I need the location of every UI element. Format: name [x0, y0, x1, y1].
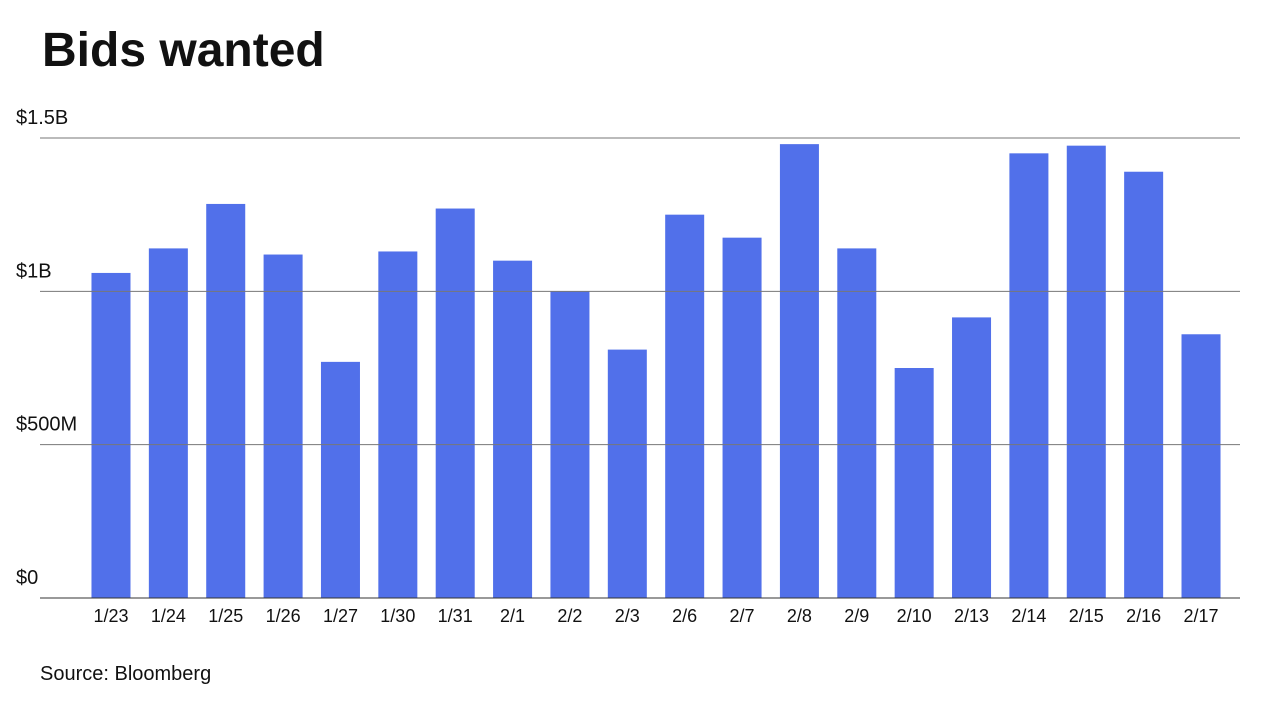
- bar: [837, 248, 877, 598]
- x-tick-label: 2/6: [672, 606, 697, 626]
- x-tick-label: 1/24: [151, 606, 186, 626]
- x-tick-label: 2/7: [730, 606, 755, 626]
- bar: [378, 251, 418, 598]
- bar: [1009, 153, 1049, 599]
- bar: [952, 317, 992, 598]
- bar: [148, 248, 188, 598]
- x-tick-label: 2/8: [787, 606, 812, 626]
- x-tick-label: 2/13: [954, 606, 989, 626]
- x-tick-label: 2/3: [615, 606, 640, 626]
- bar: [607, 349, 647, 598]
- bar: [91, 272, 131, 598]
- bar: [435, 208, 475, 599]
- x-tick-label: 1/26: [266, 606, 301, 626]
- chart-title: Bids wanted: [42, 24, 325, 77]
- x-tick-label: 1/31: [438, 606, 473, 626]
- x-tick-label: 1/23: [93, 606, 128, 626]
- x-tick-label: 2/17: [1183, 606, 1218, 626]
- bar: [894, 368, 934, 598]
- bar: [1066, 145, 1106, 598]
- bar: [206, 203, 246, 598]
- bar: [1124, 171, 1164, 598]
- x-tick-label: 2/14: [1011, 606, 1046, 626]
- bar: [1181, 334, 1221, 598]
- bar: [320, 361, 360, 598]
- x-tick-label: 2/10: [897, 606, 932, 626]
- x-tick-label: 2/2: [557, 606, 582, 626]
- bar: [263, 254, 303, 599]
- x-tick-label: 2/1: [500, 606, 525, 626]
- bar: [665, 214, 705, 598]
- y-tick-label: $500M: [16, 414, 77, 436]
- bar: [722, 237, 762, 598]
- x-tick-label: 1/25: [208, 606, 243, 626]
- x-tick-label: 2/9: [844, 606, 869, 626]
- y-tick-label: $1.5B: [16, 107, 68, 129]
- bar: [493, 260, 533, 598]
- bar: [779, 144, 819, 598]
- x-tick-label: 1/27: [323, 606, 358, 626]
- x-tick-label: 1/30: [380, 606, 415, 626]
- y-tick-label: $0: [16, 567, 38, 589]
- source: Source: Bloomberg: [40, 663, 211, 685]
- x-tick-label: 2/15: [1069, 606, 1104, 626]
- y-tick-label: $1B: [16, 260, 52, 282]
- x-tick-label: 2/16: [1126, 606, 1161, 626]
